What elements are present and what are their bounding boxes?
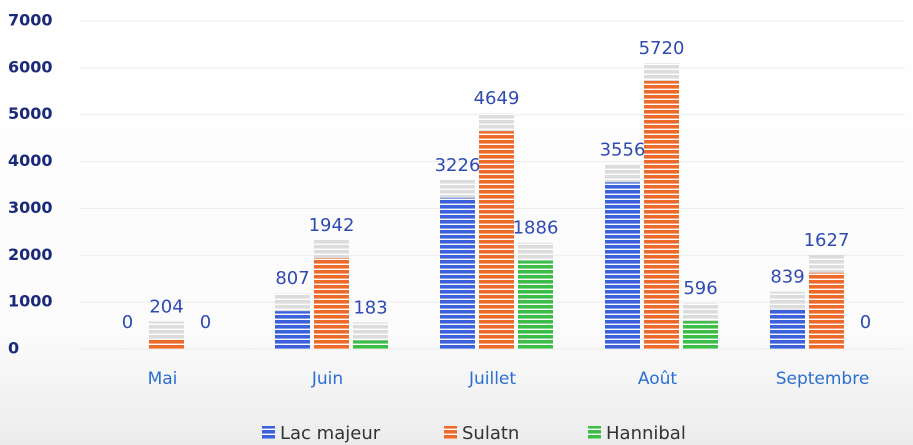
value-label: 0 (122, 312, 133, 333)
y-tick-label: 7000 (8, 11, 53, 30)
value-label: 5720 (639, 38, 685, 59)
value-label: 3226 (435, 155, 481, 176)
value-label: 1627 (804, 230, 850, 251)
legend-label: Sulatn (462, 423, 519, 444)
bar-stripes (440, 197, 475, 349)
value-label: 839 (770, 267, 804, 288)
value-label: 0 (860, 312, 871, 333)
bar-stripes (809, 272, 844, 349)
value-label: 3556 (600, 139, 646, 160)
y-tick-label: 1000 (8, 292, 53, 311)
value-label: 204 (149, 296, 183, 317)
bar-stripes (314, 258, 349, 349)
legend-swatch-stripes (588, 426, 601, 439)
bar-stripes (518, 260, 553, 349)
value-label: 4649 (474, 88, 520, 109)
value-label: 807 (275, 268, 309, 289)
x-tick-label: Juin (311, 369, 343, 389)
bar-stripes (149, 339, 184, 349)
legend-label: Hannibal (606, 423, 686, 444)
y-tick-label: 5000 (8, 104, 53, 123)
bar-stripes (275, 311, 310, 349)
legend-swatch-stripes (444, 426, 457, 439)
y-tick-label: 3000 (8, 198, 53, 217)
y-tick-label: 2000 (8, 245, 53, 264)
value-label: 1886 (513, 218, 559, 239)
value-label: 0 (200, 312, 211, 333)
legend-swatch-stripes (262, 426, 275, 439)
value-label: 183 (353, 297, 387, 318)
bar-stripes (683, 321, 718, 349)
bar-stripes (479, 131, 514, 349)
x-tick-label: Septembre (776, 369, 870, 389)
value-label: 1942 (309, 215, 355, 236)
y-tick-label: 0 (8, 339, 19, 358)
value-label: 596 (683, 278, 717, 299)
x-tick-label: Mai (148, 369, 178, 389)
bar-stripes (770, 309, 805, 349)
legend-label: Lac majeur (280, 423, 381, 444)
bar-stripes (644, 80, 679, 349)
x-tick-label: Août (638, 369, 678, 389)
bar-stripes (605, 182, 640, 349)
y-tick-label: 6000 (8, 57, 53, 76)
bar-stripes (353, 340, 388, 349)
y-tick-label: 4000 (8, 151, 53, 170)
x-tick-label: Juillet (468, 369, 516, 389)
